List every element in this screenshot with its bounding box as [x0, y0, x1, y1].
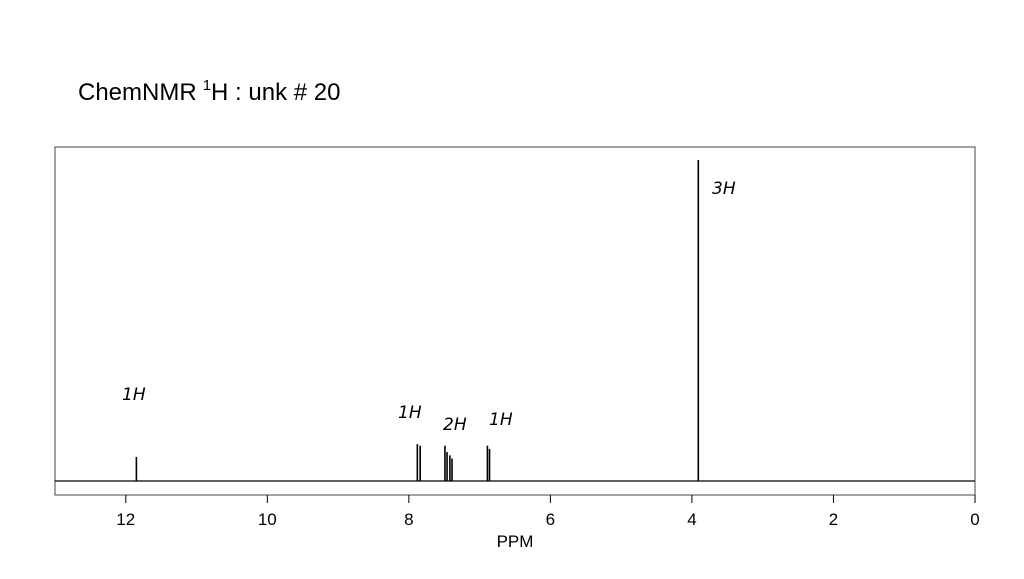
x-axis-label: PPM: [497, 532, 534, 551]
x-tick-label: 4: [687, 510, 696, 529]
plot-frame: [54, 146, 976, 496]
peak-annotation: 1H: [398, 403, 422, 423]
title-superscript: 1: [203, 77, 211, 94]
peak-annotation: 1H: [489, 410, 513, 430]
x-tick-label: 0: [970, 510, 979, 529]
peak-annotation: 1H: [122, 385, 146, 405]
x-tick-label: 12: [116, 510, 135, 529]
x-tick-label: 8: [404, 510, 413, 529]
title-rest: H : unk # 20: [211, 79, 340, 106]
chart-title: ChemNMR 1H : unk # 20: [78, 77, 340, 106]
title-text: ChemNMR: [78, 79, 197, 106]
peak-annotation: 2H: [443, 415, 467, 435]
x-tick-label: 10: [258, 510, 277, 529]
x-tick-label: 2: [829, 510, 838, 529]
peak-annotation: 3H: [712, 179, 736, 199]
x-tick-label: 6: [546, 510, 555, 529]
